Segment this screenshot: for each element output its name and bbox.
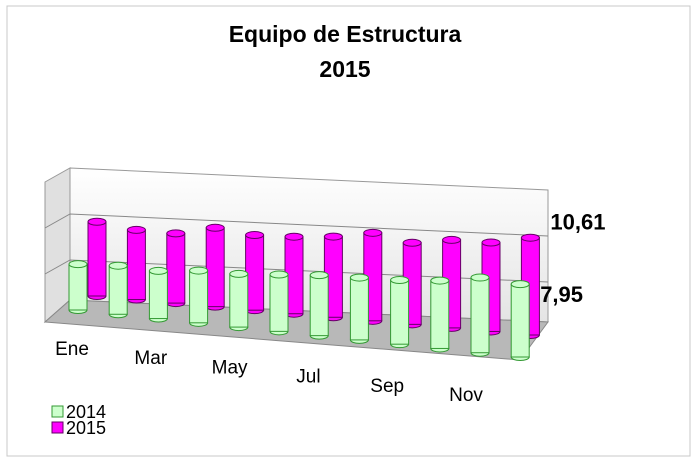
data-label: 7,95 <box>540 282 583 307</box>
x-tick-label: Mar <box>134 348 167 369</box>
cylinder-top <box>68 260 88 269</box>
cylinder-body <box>470 277 490 354</box>
cylinder-top <box>205 223 225 232</box>
cylinder <box>430 276 450 353</box>
cylinder-top <box>430 276 450 285</box>
cylinder <box>166 229 186 308</box>
cylinder-top <box>229 269 249 278</box>
cylinder-body <box>430 280 450 349</box>
cylinder <box>309 271 329 340</box>
cylinder-top <box>108 261 128 270</box>
cylinder-body <box>229 273 249 328</box>
cylinder-top <box>309 271 329 280</box>
cylinder <box>245 231 265 315</box>
cylinder-top <box>402 238 422 247</box>
x-tick-label: May <box>212 357 248 378</box>
cylinder-top <box>470 273 490 282</box>
cylinder-body <box>309 274 329 337</box>
x-tick-label: Nov <box>449 385 483 406</box>
wall-line <box>44 213 549 237</box>
side-wall <box>44 167 71 324</box>
cylinder <box>148 266 168 323</box>
cylinder-body <box>189 270 209 324</box>
cylinder-body <box>126 229 146 301</box>
cylinder-body <box>148 270 168 320</box>
cylinder <box>189 266 209 327</box>
cylinder-body <box>390 279 410 345</box>
cylinder-top <box>189 266 209 275</box>
legend-swatch <box>51 405 64 418</box>
cylinder-top <box>481 238 501 247</box>
cylinder-top <box>390 276 410 285</box>
cylinder-top <box>349 273 369 282</box>
cylinder-top <box>87 217 107 226</box>
cylinder <box>390 276 410 349</box>
wall-line <box>44 259 549 283</box>
cylinder <box>349 273 369 344</box>
cylinder-top <box>269 270 289 279</box>
chart-subtitle: 2015 <box>319 56 370 82</box>
cylinder <box>108 261 128 319</box>
legend-label: 2015 <box>66 418 106 438</box>
legend-swatch <box>51 421 64 434</box>
cylinder-top <box>126 225 146 234</box>
cylinder-top <box>363 228 383 237</box>
cylinder-top <box>442 235 462 244</box>
data-label: 10,61 <box>550 210 605 235</box>
cylinder-top <box>166 229 186 238</box>
cylinder-body <box>510 283 530 358</box>
cylinder-top <box>284 232 304 241</box>
legend-label: 2014 <box>66 402 106 422</box>
cylinder <box>510 280 530 361</box>
cylinder-top <box>148 266 168 275</box>
cylinder <box>87 217 107 300</box>
cylinder <box>284 232 304 318</box>
cylinder-body <box>269 274 289 332</box>
cylinder <box>205 223 225 311</box>
cylinder-body <box>349 277 369 341</box>
chart-title: Equipo de Estructura <box>229 21 462 47</box>
floor <box>43 299 549 361</box>
cylinder-top <box>323 232 343 241</box>
cylinder-body <box>68 263 88 311</box>
cylinder <box>269 270 289 336</box>
cylinder <box>126 225 146 304</box>
cylinder-top <box>245 231 265 240</box>
x-tick-label: Jul <box>296 367 320 388</box>
x-tick-label: Ene <box>55 339 89 360</box>
cylinder-body <box>166 232 186 304</box>
x-tick-label: Sep <box>370 376 404 397</box>
cylinder-top <box>520 233 540 242</box>
cylinder <box>68 260 88 314</box>
cylinder-body <box>108 265 128 315</box>
cylinder-body <box>87 221 107 297</box>
cylinder <box>470 273 490 357</box>
cylinder <box>229 269 249 332</box>
cylinder-body <box>205 227 225 308</box>
cylinder-top <box>510 280 530 289</box>
